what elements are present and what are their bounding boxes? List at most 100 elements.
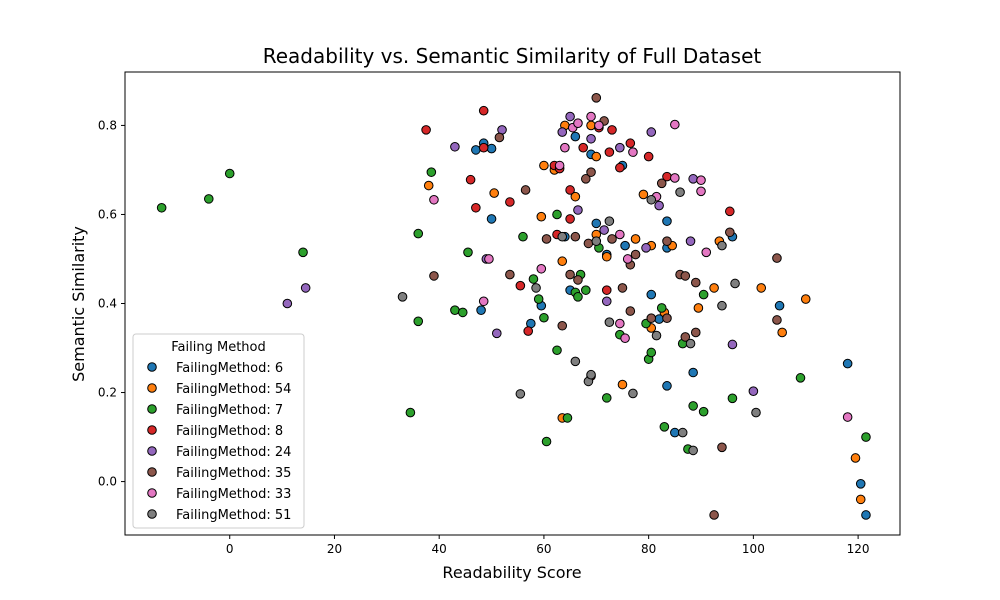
data-point bbox=[565, 269, 575, 280]
data-point bbox=[156, 202, 167, 213]
legend-entry-label: FailingMethod: 33 bbox=[176, 487, 291, 502]
data-point bbox=[557, 231, 568, 242]
series-2 bbox=[156, 167, 871, 454]
data-point bbox=[696, 186, 706, 197]
data-point bbox=[717, 300, 727, 311]
data-point bbox=[573, 275, 583, 285]
data-point bbox=[698, 406, 709, 417]
x-axis-title: Readability Score bbox=[442, 563, 581, 582]
legend-marker bbox=[147, 509, 157, 519]
data-point bbox=[662, 236, 672, 246]
data-point bbox=[298, 247, 308, 258]
data-point bbox=[690, 277, 701, 288]
data-point bbox=[578, 142, 588, 153]
series-6 bbox=[429, 111, 853, 422]
data-point bbox=[670, 173, 680, 183]
data-point bbox=[727, 393, 738, 404]
data-point bbox=[554, 160, 565, 171]
data-point bbox=[426, 167, 437, 177]
data-point bbox=[515, 389, 526, 399]
data-point bbox=[620, 240, 630, 251]
data-point bbox=[562, 413, 573, 423]
data-point bbox=[520, 185, 531, 195]
x-tick-label: 60 bbox=[536, 542, 551, 556]
chart-title: Readability vs. Semantic Similarity of F… bbox=[263, 44, 762, 68]
data-point bbox=[662, 216, 672, 226]
data-point bbox=[489, 188, 499, 198]
legend-marker bbox=[147, 467, 157, 477]
data-point bbox=[690, 327, 701, 338]
data-point bbox=[641, 243, 651, 253]
data-point bbox=[570, 191, 581, 202]
data-point bbox=[654, 200, 664, 211]
legend-marker bbox=[147, 446, 157, 456]
data-point bbox=[463, 247, 473, 258]
data-point bbox=[505, 269, 515, 280]
data-point bbox=[478, 105, 489, 116]
y-axis-title: Semantic Similarity bbox=[69, 226, 88, 382]
data-point bbox=[730, 278, 740, 289]
data-point bbox=[565, 185, 575, 195]
data-point bbox=[552, 209, 562, 220]
data-point bbox=[696, 175, 706, 185]
data-point bbox=[607, 125, 617, 135]
data-point bbox=[300, 283, 311, 293]
data-point bbox=[646, 289, 657, 300]
data-point bbox=[491, 328, 502, 339]
data-point bbox=[717, 442, 727, 453]
data-point bbox=[557, 127, 568, 137]
data-point bbox=[625, 306, 636, 316]
legend-entry-label: FailingMethod: 6 bbox=[176, 361, 283, 376]
series-7 bbox=[397, 187, 761, 456]
data-point bbox=[486, 214, 497, 224]
data-point bbox=[643, 151, 654, 162]
series-0 bbox=[471, 131, 871, 520]
data-point bbox=[670, 119, 680, 130]
data-point bbox=[795, 373, 806, 383]
data-point bbox=[688, 401, 698, 411]
data-point bbox=[484, 254, 494, 264]
data-point bbox=[656, 178, 667, 189]
data-point bbox=[688, 445, 698, 456]
data-point bbox=[688, 174, 698, 184]
legend-entry-label: FailingMethod: 51 bbox=[176, 508, 291, 523]
data-point bbox=[413, 228, 424, 239]
data-point bbox=[638, 189, 649, 200]
data-point bbox=[457, 307, 468, 318]
data-point bbox=[413, 316, 424, 327]
data-point bbox=[583, 238, 594, 249]
data-point bbox=[476, 305, 486, 315]
data-point bbox=[680, 332, 691, 342]
data-point bbox=[855, 494, 866, 505]
data-point bbox=[601, 393, 612, 403]
data-point bbox=[586, 111, 596, 122]
data-point bbox=[536, 263, 547, 274]
data-points bbox=[156, 93, 871, 520]
data-point bbox=[429, 194, 439, 205]
series-4 bbox=[282, 111, 759, 397]
data-point bbox=[518, 231, 528, 242]
legend-marker bbox=[147, 383, 157, 393]
data-point bbox=[601, 285, 612, 295]
data-point bbox=[560, 142, 570, 153]
data-point bbox=[748, 386, 759, 397]
data-point bbox=[423, 180, 434, 191]
data-point bbox=[581, 285, 591, 295]
data-point bbox=[685, 236, 696, 246]
data-point bbox=[620, 333, 630, 344]
data-point bbox=[630, 249, 641, 260]
data-point bbox=[607, 234, 617, 244]
data-point bbox=[601, 251, 612, 262]
data-point bbox=[662, 313, 672, 323]
data-point bbox=[693, 303, 704, 313]
data-point bbox=[505, 197, 515, 207]
data-point bbox=[397, 292, 408, 302]
data-point bbox=[727, 339, 738, 350]
data-point bbox=[224, 168, 235, 179]
data-point bbox=[465, 174, 476, 185]
data-point bbox=[680, 271, 691, 281]
legend-marker bbox=[147, 404, 157, 414]
data-point bbox=[478, 296, 489, 307]
data-point bbox=[656, 303, 667, 313]
